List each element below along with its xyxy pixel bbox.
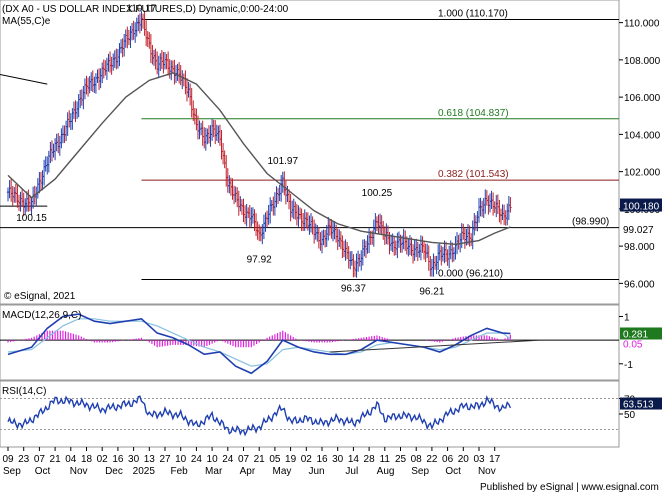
- last-price-box: [620, 198, 662, 212]
- x-tick-label: 21: [50, 454, 62, 465]
- month-label: Sep: [411, 466, 429, 477]
- x-tick-label: 27: [159, 454, 171, 465]
- rsi-tick-label: 50: [624, 410, 636, 421]
- x-tick-label: 18: [81, 454, 93, 465]
- macd-trendline: [329, 339, 541, 353]
- macd-legend: MACD(12,26,9,C): [2, 310, 81, 321]
- month-label: May: [273, 466, 292, 477]
- price-panel: [0, 0, 620, 305]
- x-tick-label: 10: [207, 454, 219, 465]
- macd-line: [7, 313, 511, 375]
- month-label: Nov: [70, 466, 88, 477]
- ma-line: [7, 72, 511, 245]
- x-tick-label: 10: [175, 454, 187, 465]
- x-tick-label: 07: [34, 454, 46, 465]
- x-tick-label: 30: [332, 454, 344, 465]
- month-label: Aug: [377, 466, 395, 477]
- x-tick-label: 22: [426, 454, 438, 465]
- y-tick-label: 110.000: [624, 19, 660, 30]
- y-tick-label: 98.000: [624, 242, 655, 253]
- footer-text: Published by eSignal | www.esignal.com: [480, 482, 659, 493]
- y-tick-label: 96.000: [624, 279, 655, 290]
- x-tick-label: 16: [112, 454, 124, 465]
- copyright-text: © eSignal, 2021: [4, 291, 76, 302]
- price-annotation: 96.37: [341, 283, 366, 294]
- rsi-legend: RSI(14,C): [2, 386, 46, 397]
- fib-level-label: 1.000 (110.170): [438, 8, 508, 19]
- fib-level-label: 0.000 (96.210): [438, 268, 503, 279]
- x-tick-label: 09: [2, 454, 14, 465]
- month-label: Nov: [478, 466, 496, 477]
- macd-signal-value-label: 0.05: [623, 339, 643, 350]
- x-tick-label: 23: [18, 454, 30, 465]
- x-tick-label: 24: [222, 454, 234, 465]
- x-tick-label: 16: [316, 454, 328, 465]
- x-tick-label: 07: [238, 454, 250, 465]
- x-tick-label: 02: [301, 454, 313, 465]
- rsi-panel: [0, 380, 620, 448]
- month-label: 2025: [133, 466, 156, 477]
- macd-value-label: 0.281: [623, 329, 648, 340]
- x-tick-label: 21: [254, 454, 266, 465]
- x-tick-label: 28: [364, 454, 376, 465]
- macd-signal-line: [7, 318, 511, 367]
- fib-level-label: 0.382 (101.543): [438, 169, 509, 180]
- month-label: Apr: [240, 466, 256, 477]
- x-tick-label: 25: [395, 454, 407, 465]
- month-label: Jul: [345, 466, 358, 477]
- y-tick-label: 102.000: [624, 168, 661, 179]
- x-tick-label: 19: [285, 454, 297, 465]
- price-annotation: 97.92: [247, 255, 272, 266]
- month-label: Jun: [308, 466, 324, 477]
- x-tick-label: 04: [65, 454, 77, 465]
- month-label: Oct: [445, 466, 461, 477]
- y-tick-label: 108.000: [624, 56, 661, 67]
- month-label: Sep: [3, 466, 21, 477]
- x-tick-label: 24: [191, 454, 203, 465]
- macd-panel: [0, 304, 620, 381]
- x-tick-label: 30: [128, 454, 140, 465]
- x-tick-label: 03: [473, 454, 485, 465]
- x-tick-label: 08: [411, 454, 423, 465]
- macd-tick-label: -1: [624, 360, 633, 371]
- month-label: Mar: [205, 466, 223, 477]
- x-tick-label: 11: [380, 454, 391, 465]
- x-tick-label: 06: [442, 454, 454, 465]
- price-annotation: 110.17: [127, 3, 157, 14]
- instrument-title: (DX A0 - US DOLLAR INDEX FUTURES,D) Dyna…: [2, 4, 289, 15]
- ma-segment-line: [0, 73, 48, 85]
- last-ma-label: 99.027: [623, 225, 654, 236]
- y-tick-label: 106.000: [624, 93, 661, 104]
- month-label: Dec: [105, 466, 123, 477]
- macd-value-box: [620, 327, 662, 340]
- x-tick-label: 05: [269, 454, 281, 465]
- x-tick-label: 14: [348, 454, 360, 465]
- x-tick-label: 20: [458, 454, 470, 465]
- rsi-value-label: 63.513: [623, 400, 654, 411]
- ma-legend: MA(55,C)e: [2, 16, 51, 27]
- y-tick-label: 104.000: [624, 130, 661, 141]
- price-annotation: 101.97: [267, 156, 298, 167]
- price-annotation: 100.15: [16, 213, 47, 224]
- price-annotation: 100.25: [362, 188, 393, 199]
- x-tick-label: 02: [97, 454, 109, 465]
- fib-level-label: 0.618 (104.837): [438, 108, 509, 119]
- last-price-label: 100.180: [623, 202, 660, 213]
- month-label: Oct: [35, 466, 51, 477]
- rsi-line: [7, 394, 512, 437]
- support-line-label: (98.990): [572, 217, 609, 228]
- month-label: Feb: [171, 466, 189, 477]
- price-annotation: 96.21: [419, 286, 444, 297]
- x-tick-label: 17: [489, 454, 501, 465]
- x-tick-label: 13: [144, 454, 156, 465]
- rsi-value-box: [620, 397, 662, 410]
- macd-tick-label: 1: [624, 312, 630, 323]
